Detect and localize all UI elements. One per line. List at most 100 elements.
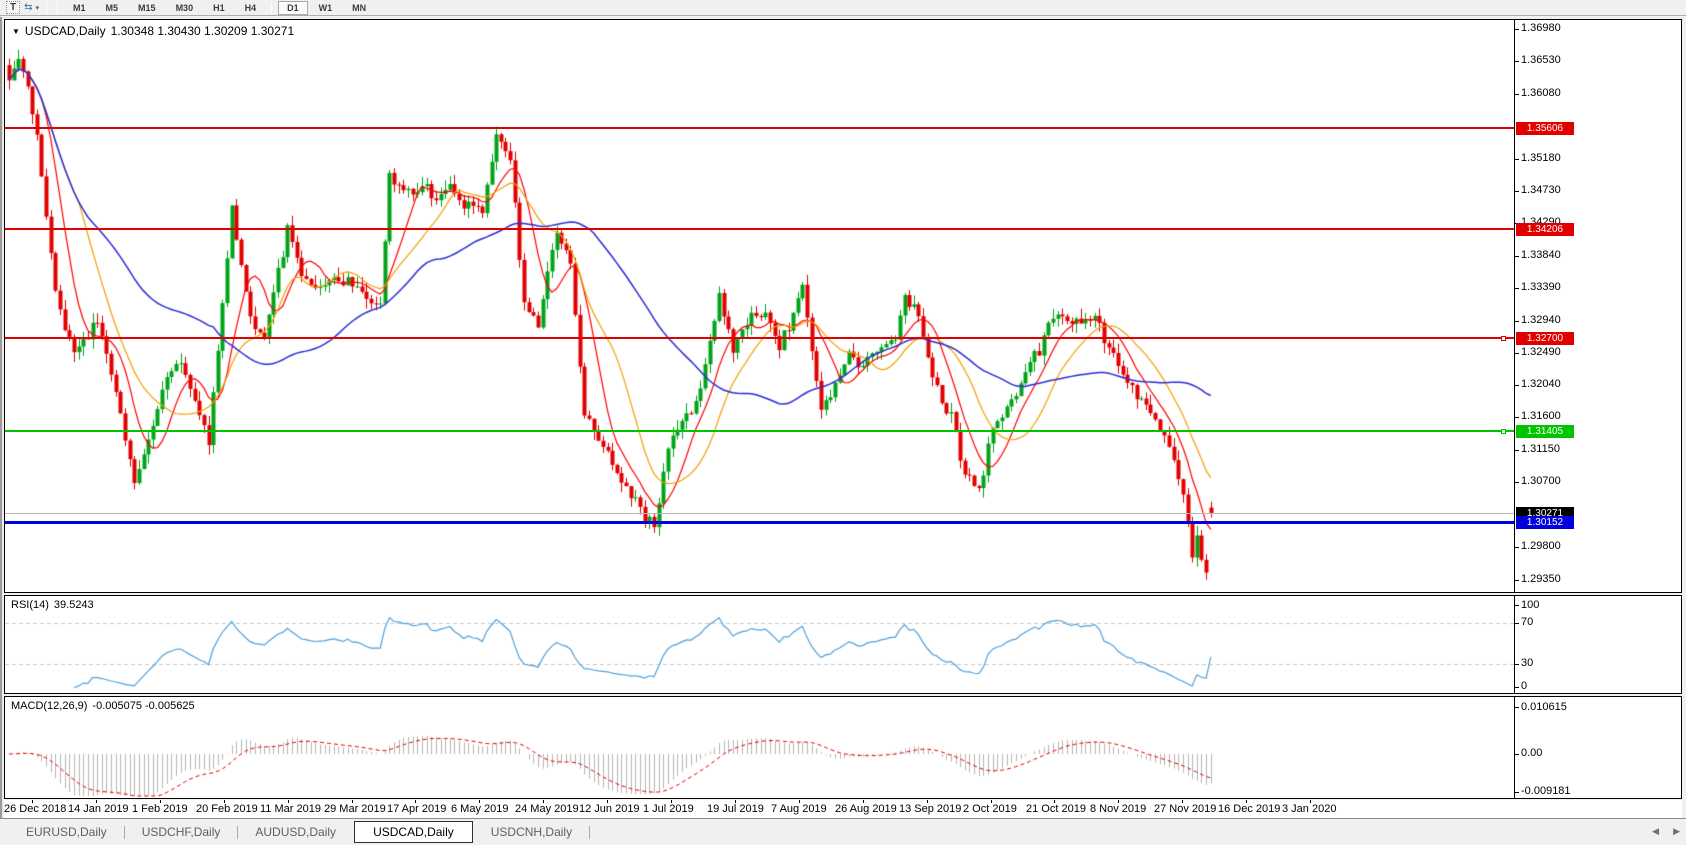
date-tick-label: 14 Jan 2019 (68, 803, 129, 815)
price-tick-label: 1.31600 (1521, 410, 1561, 422)
indicator-tick-label: 70 (1521, 616, 1534, 628)
date-tick-label: 27 Nov 2019 (1154, 803, 1217, 815)
date-tick-label: 11 Mar 2019 (260, 803, 321, 815)
rsi-canvas[interactable] (5, 596, 1514, 693)
timeframe-button-h4[interactable]: H4 (244, 2, 257, 13)
date-axis: 26 Dec 2018 14 Jan 2019 1 Feb 2019 20 Feb 2… (4, 800, 1682, 818)
horizontal-level-line[interactable] (5, 430, 1514, 432)
price-level-tag: 1.30152 (1516, 516, 1574, 529)
indicator-tick-dash (1514, 687, 1519, 688)
indicator-tick-dash (1514, 792, 1519, 793)
timeframe-button-d1[interactable]: D1 (278, 0, 308, 15)
rsi-label: RSI(14) 39.5243 (11, 599, 94, 611)
macd-panel: 0.010615 0.00 -0.009181 MACD(12,26,9) -0.0… (4, 696, 1682, 799)
horizontal-level-line[interactable] (5, 513, 1514, 514)
price-tick-dash (1514, 580, 1519, 581)
horizontal-level-line[interactable] (5, 337, 1514, 339)
price-tick-dash (1514, 385, 1519, 386)
date-tick-label: 1 Feb 2019 (132, 803, 188, 815)
price-tick-dash (1514, 256, 1519, 257)
rsi-panel: 100 70 30 0 RSI(14) 39.5243 (4, 595, 1682, 694)
indicator-tick-dash (1514, 707, 1519, 708)
macd-name: MACD(12,26,9) (11, 700, 88, 712)
price-tick-label: 1.34730 (1521, 184, 1561, 196)
price-tick-label: 1.36080 (1521, 87, 1561, 99)
date-tick-dash (799, 800, 800, 803)
date-tick-label: 16 Dec 2019 (1218, 803, 1281, 815)
cycle-symbols-button[interactable]: ⇆ ▾ (24, 2, 39, 13)
date-tick-dash (96, 800, 97, 803)
chart-symbol-label: USDCAD,Daily (24, 24, 106, 38)
date-tick-label: 29 Mar 2019 (324, 803, 386, 815)
price-tick-dash (1514, 321, 1519, 322)
date-tick-label: 2 Oct 2019 (963, 803, 1017, 815)
date-tick-label: 17 Apr 2019 (387, 803, 447, 815)
level-drag-handle[interactable] (1501, 429, 1506, 434)
price-tick-label: 1.32490 (1521, 346, 1561, 358)
indicator-tick-label: 30 (1521, 657, 1534, 669)
tab-audusd-daily[interactable]: AUDUSD,Daily (255, 825, 337, 839)
indicator-tick-label: 100 (1521, 599, 1540, 611)
price-level-tag: 1.34206 (1516, 223, 1574, 236)
price-tick-label: 1.29800 (1521, 540, 1561, 552)
main-chart-canvas[interactable] (5, 20, 1514, 592)
chevron-down-icon: ▾ (35, 4, 40, 12)
timeframe-button-m1[interactable]: M1 (73, 2, 86, 13)
cycle-icon: ⇆ (24, 2, 33, 13)
price-tick-dash (1514, 61, 1519, 62)
price-tick-dash (1514, 288, 1519, 289)
timeframe-button-w1[interactable]: W1 (318, 2, 333, 13)
date-tick-dash (1118, 800, 1119, 803)
tab-separator (589, 825, 591, 839)
price-level-tag: 1.32700 (1516, 332, 1574, 345)
date-tick-dash (352, 800, 353, 803)
tab-usdcad-daily[interactable]: USDCAD,Daily (354, 821, 473, 843)
timeframe-button-m30[interactable]: M30 (175, 2, 194, 13)
date-tick-label: 13 Sep 2019 (899, 803, 962, 815)
tab-scroll-left-icon[interactable]: ◀ (1652, 826, 1660, 836)
tab-usdcnh-daily[interactable]: USDCNH,Daily (490, 825, 573, 839)
date-tick-label: 19 Jul 2019 (707, 803, 764, 815)
date-tick-label: 12 Jun 2019 (579, 803, 640, 815)
text-tool-button[interactable]: T (6, 1, 21, 14)
level-drag-handle[interactable] (1501, 336, 1506, 341)
toolbar: T ⇆ ▾ M1 M5 M15 M30 H1 H4 D1 W1 MN (0, 0, 1686, 16)
date-tick-dash (671, 800, 672, 803)
timeframe-button-m5[interactable]: M5 (105, 2, 119, 13)
date-tick-dash (927, 800, 928, 803)
timeframe-button-m15[interactable]: M15 (138, 2, 156, 13)
price-tick-label: 1.35180 (1521, 152, 1561, 164)
price-tick-dash (1514, 29, 1519, 30)
price-tick-dash (1514, 159, 1519, 160)
horizontal-level-line[interactable] (5, 127, 1514, 129)
chart-title[interactable]: ▼ USDCAD,Daily 1.30348 1.30430 1.30209 1… (12, 24, 294, 38)
date-tick-label: 6 May 2019 (451, 803, 509, 815)
tab-separator (123, 825, 125, 839)
price-tick-dash (1514, 482, 1519, 483)
price-level-tag: 1.35606 (1516, 122, 1574, 135)
date-tick-dash (288, 800, 289, 803)
price-level-tag: 1.31405 (1516, 425, 1574, 438)
indicator-tick-label: 0.010615 (1521, 701, 1567, 713)
horizontal-level-line[interactable] (5, 521, 1514, 524)
price-tick-dash (1514, 417, 1519, 418)
price-tick-label: 1.33390 (1521, 281, 1561, 293)
price-tick-label: 1.36980 (1521, 22, 1561, 34)
tab-usdchf-daily[interactable]: USDCHF,Daily (141, 825, 221, 839)
date-tick-dash (160, 800, 161, 803)
indicator-tick-dash (1514, 754, 1519, 755)
date-tick-dash (991, 800, 992, 803)
date-tick-dash (415, 800, 416, 803)
date-tick-dash (607, 800, 608, 803)
timeframe-button-h1[interactable]: H1 (213, 2, 225, 13)
toolbar-separator (271, 1, 273, 14)
tab-eurusd-daily[interactable]: EURUSD,Daily (26, 825, 107, 839)
indicator-tick-label: -0.009181 (1521, 785, 1571, 797)
main-chart-panel: 1.36980 1.36530 1.36080 1.35180 1.34730 1.342… (4, 19, 1682, 593)
date-tick-dash (863, 800, 864, 803)
date-tick-label: 26 Dec 2018 (4, 803, 67, 815)
timeframe-button-mn[interactable]: MN (352, 2, 367, 13)
horizontal-level-line[interactable] (5, 228, 1514, 230)
tab-scroll-right-icon[interactable]: ▶ (1673, 826, 1680, 836)
macd-canvas[interactable] (5, 697, 1514, 798)
